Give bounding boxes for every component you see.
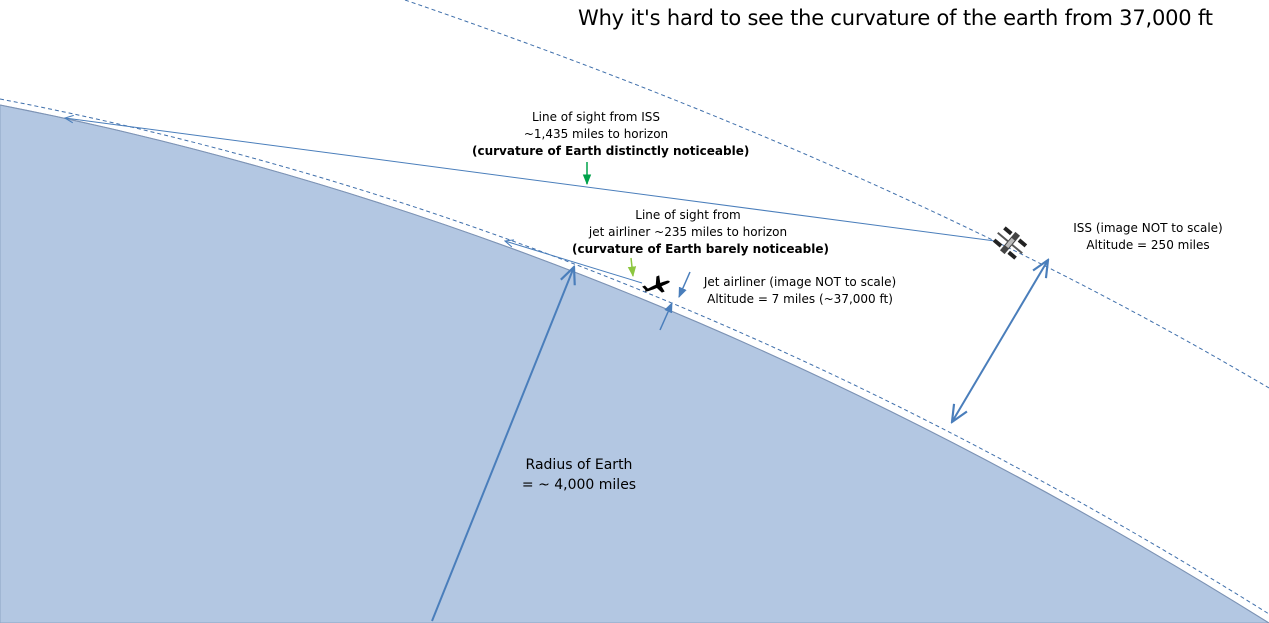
jet-line-of-sight-label: Line of sight from jet airliner ~235 mil…	[572, 207, 829, 258]
iss-orbit-dashed-curve	[404, 0, 1269, 389]
iss-los-label-line1: Line of sight from ISS	[531, 110, 661, 124]
iss-label-line2: Altitude = 250 miles	[1086, 238, 1210, 252]
jet-los-label-line2: jet airliner ~235 miles to horizon	[588, 225, 788, 239]
jet-label-line1: Jet airliner (image NOT to scale)	[703, 275, 897, 289]
radius-label-line2: = ~ 4,000 miles	[521, 477, 637, 493]
earth-horizon-edge	[0, 104, 1269, 623]
iss-altitude-double-arrow	[952, 260, 1048, 422]
iss-label: ISS (image NOT to scale) Altitude = 250 …	[1058, 220, 1238, 254]
iss-line-of-sight-label: Line of sight from ISS ~1,435 miles to h…	[472, 109, 750, 160]
page-title: Why it's hard to see the curvature of th…	[578, 6, 1213, 30]
jet-los-label-line1: Line of sight from	[635, 208, 741, 222]
jet-altitude-dashed-curve	[0, 98, 1269, 615]
radius-arrow	[431, 267, 574, 622]
airplane-icon	[642, 275, 670, 293]
radius-label-line1: Radius of Earth	[525, 457, 633, 473]
jet-altitude-arrow-upper	[678, 271, 691, 298]
iss-los-label-line3: (curvature of Earth distinctly noticeabl…	[472, 144, 750, 158]
satellite-icon	[992, 226, 1028, 260]
jet-label-line2: Altitude = 7 miles (~37,000 ft)	[707, 292, 893, 306]
jet-airliner-label: Jet airliner (image NOT to scale) Altitu…	[700, 274, 900, 308]
jet-los-label-line3: (curvature of Earth barely noticeable)	[572, 242, 829, 256]
iss-line-of-sight	[65, 118, 996, 242]
jet-los-pointer-arrow	[627, 257, 637, 278]
iss-los-label-line2: ~1,435 miles to horizon	[523, 127, 669, 141]
jet-line-of-sight	[505, 241, 643, 284]
radius-label: Radius of Earth = ~ 4,000 miles	[505, 455, 653, 495]
earth-surface	[0, 104, 1269, 623]
iss-label-line1: ISS (image NOT to scale)	[1073, 221, 1223, 235]
jet-altitude-arrow-lower	[659, 302, 673, 331]
